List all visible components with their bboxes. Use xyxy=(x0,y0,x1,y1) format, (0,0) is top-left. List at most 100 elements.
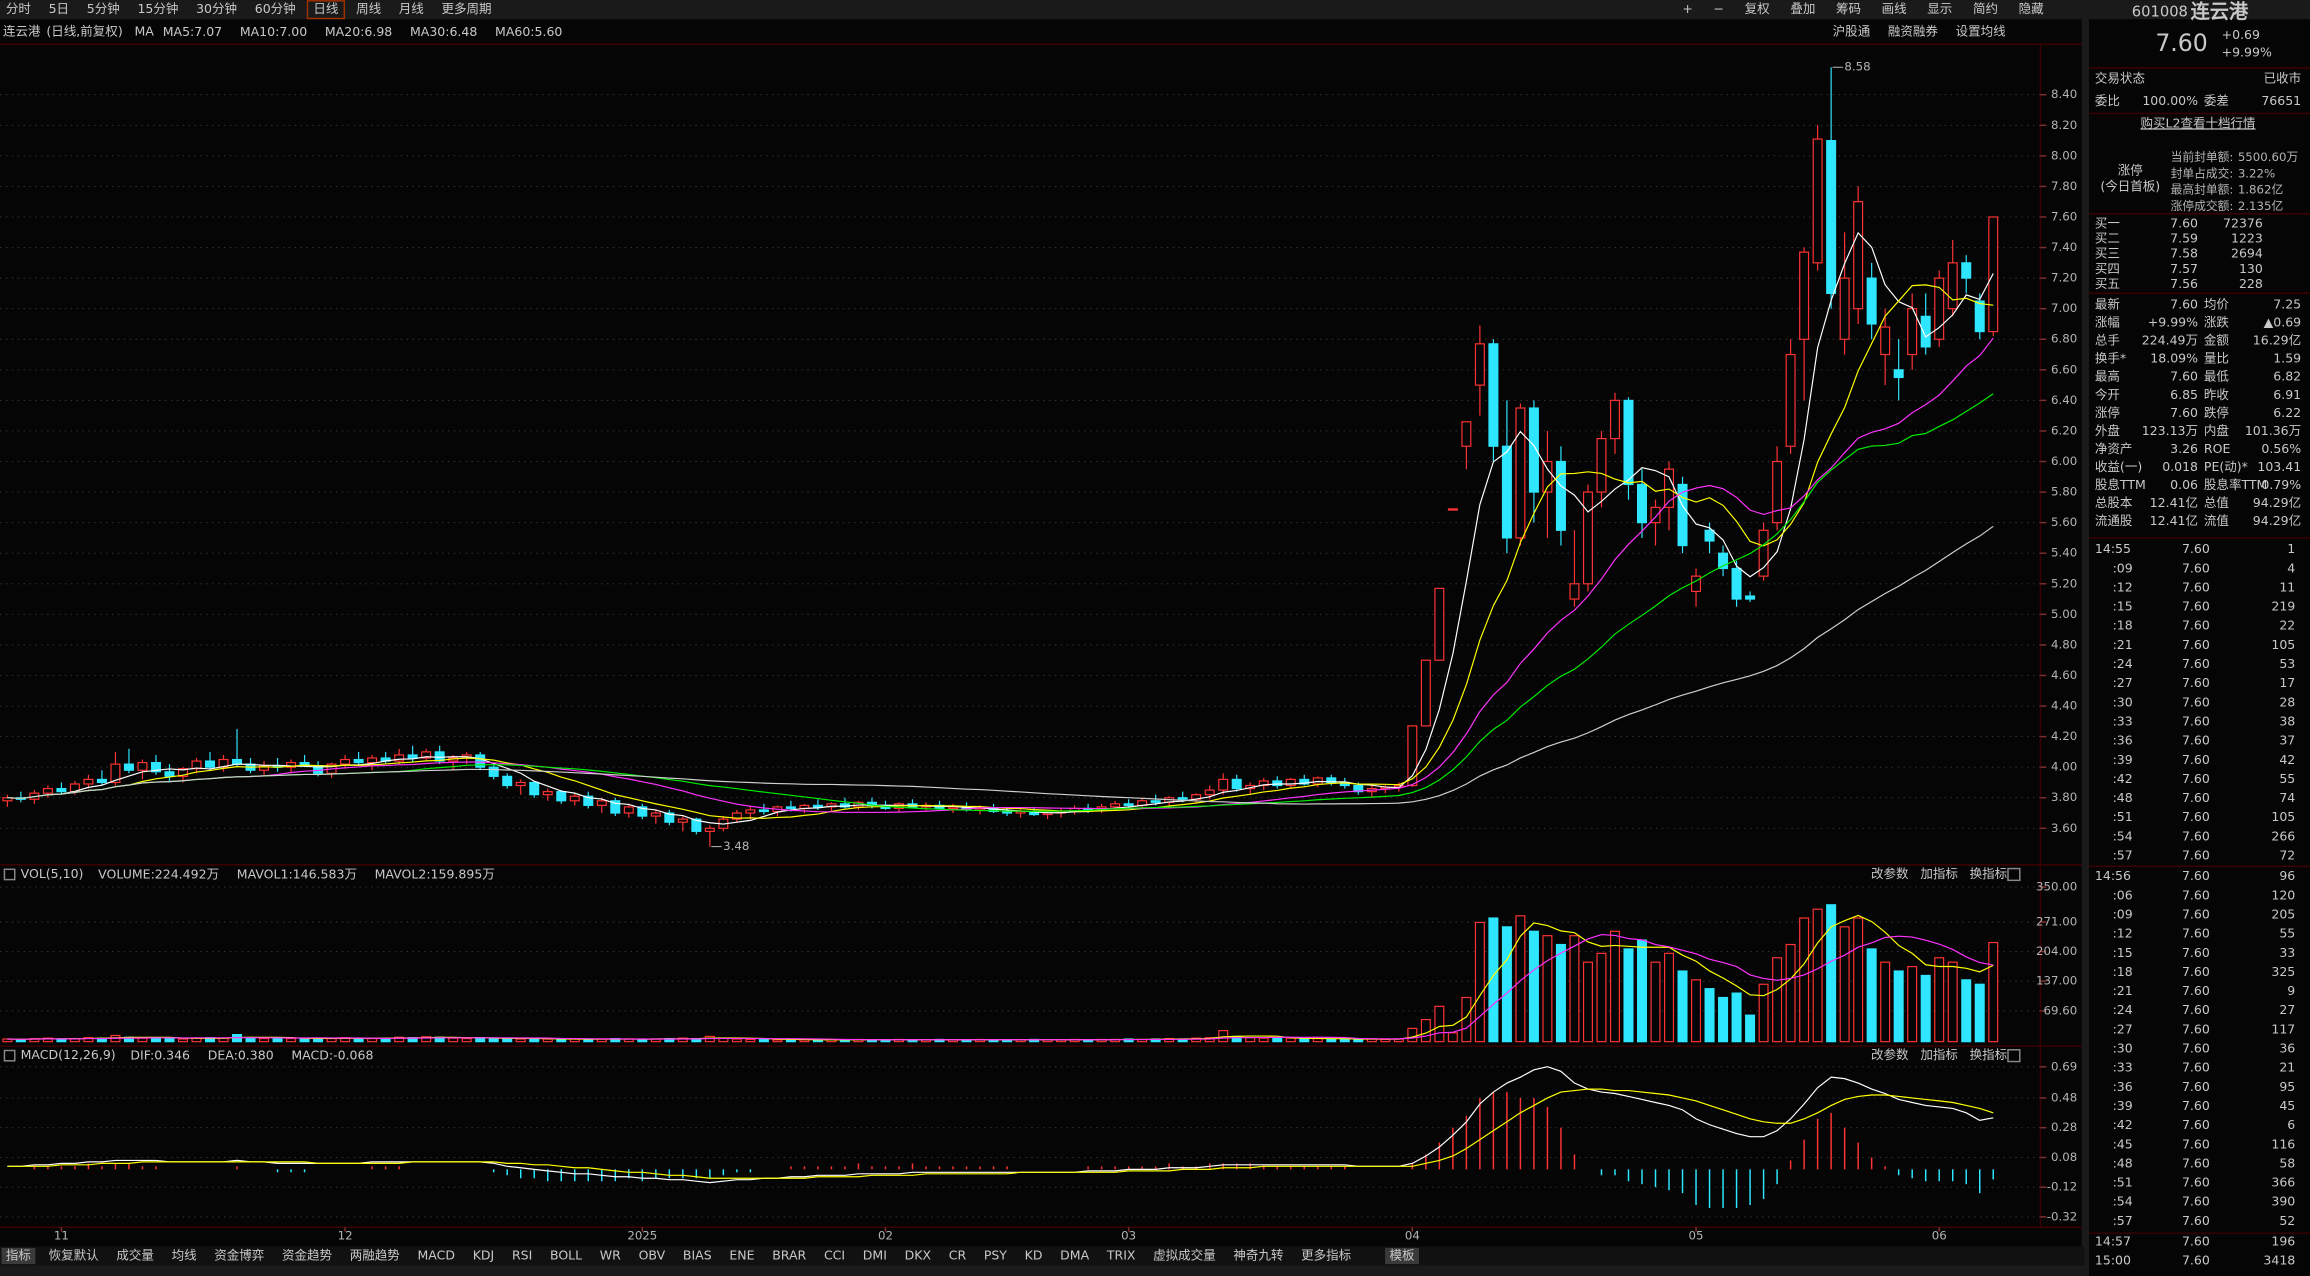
indicator-tab[interactable]: 成交量 xyxy=(116,1248,154,1263)
indicator-tab[interactable]: 恢复默认 xyxy=(49,1248,100,1263)
indicator-tab[interactable]: BRAR xyxy=(772,1248,806,1263)
top-link[interactable]: 融资融券 xyxy=(1888,23,1939,38)
indicator-tab[interactable]: MACD xyxy=(418,1248,456,1263)
y-tick-label: 3.80 xyxy=(2051,790,2077,804)
tool-button[interactable]: 显示 xyxy=(1927,1,1952,16)
candle-body xyxy=(1218,778,1229,791)
indicator-tab[interactable]: 更多指标 xyxy=(1301,1248,1351,1263)
indicator-tab[interactable]: BOLL xyxy=(550,1248,582,1263)
stat-label: 总值 xyxy=(2204,495,2229,510)
candle-body xyxy=(1528,407,1539,493)
trade-price: 7.60 xyxy=(2182,1117,2210,1132)
candle-body xyxy=(1177,797,1188,800)
indicator-tab[interactable]: CR xyxy=(949,1248,967,1263)
period-button[interactable]: 日线 xyxy=(313,1,339,16)
indicator-tab[interactable]: CCI xyxy=(824,1248,845,1263)
trade-price: 7.60 xyxy=(2182,790,2210,805)
indicator-tab[interactable]: DKX xyxy=(905,1248,932,1263)
indicator-tab[interactable]: 神奇九转 xyxy=(1233,1248,1283,1263)
tool-button[interactable]: 叠加 xyxy=(1790,1,1815,16)
indicator-tab[interactable]: WR xyxy=(600,1248,621,1263)
trade-time: :12 xyxy=(2113,926,2133,941)
panel-button[interactable]: 加指标 xyxy=(1920,1047,1958,1062)
indicator-tab[interactable]: TRIX xyxy=(1106,1248,1136,1263)
period-button[interactable]: 15分钟 xyxy=(137,1,178,16)
trade-volume: 325 xyxy=(2271,964,2295,979)
indicator-tab[interactable]: DMA xyxy=(1060,1248,1089,1263)
period-button[interactable]: 分时 xyxy=(6,1,32,16)
trade-price: 7.60 xyxy=(2182,945,2210,960)
trade-time: :18 xyxy=(2113,618,2133,633)
tool-button[interactable]: 隐藏 xyxy=(2019,1,2045,16)
l2-link[interactable]: 购买L2查看十档行情 xyxy=(2141,115,2256,130)
tool-button[interactable]: + xyxy=(1682,1,1693,16)
volume-bar xyxy=(1839,926,1850,1043)
panel-button[interactable]: 换指标 xyxy=(1970,1047,2008,1062)
trade-time: :42 xyxy=(2113,1117,2133,1132)
candle-body xyxy=(83,778,94,785)
indicator-tab[interactable]: KDJ xyxy=(473,1248,495,1263)
stat-value: ▲0.69 xyxy=(2264,315,2302,330)
period-button[interactable]: 月线 xyxy=(399,1,425,16)
period-button[interactable]: 5日 xyxy=(49,1,69,16)
period-button[interactable]: 更多周期 xyxy=(442,1,492,16)
top-link[interactable]: 沪股通 xyxy=(1833,23,1871,38)
indicator-tab[interactable]: ENE xyxy=(729,1248,754,1263)
volume-bar xyxy=(1745,1014,1756,1043)
indicator-tab[interactable]: RSI xyxy=(512,1248,532,1263)
tool-button[interactable]: 筹码 xyxy=(1836,1,1861,16)
indicator-tab[interactable]: PSY xyxy=(984,1248,1007,1263)
tool-button[interactable]: 简约 xyxy=(1973,1,1998,16)
ma-name: MA10: xyxy=(240,23,280,38)
tool-button[interactable]: 画线 xyxy=(1882,1,1908,16)
indicator-tab[interactable]: DMI xyxy=(863,1248,887,1263)
volume-bar xyxy=(1258,1037,1269,1043)
indicator-tab[interactable]: KD xyxy=(1025,1248,1043,1263)
volume-bar xyxy=(677,1037,688,1043)
indicator-tab[interactable]: 资金博弈 xyxy=(214,1248,264,1263)
panel-button[interactable]: 改参数 xyxy=(1871,866,1909,881)
bid-label: 买五 xyxy=(2095,276,2120,291)
period-button[interactable]: 30分钟 xyxy=(196,1,237,16)
dea-line xyxy=(7,1088,1994,1179)
indicator-tab[interactable]: 虚拟成交量 xyxy=(1153,1248,1216,1263)
panel-button[interactable]: 改参数 xyxy=(1871,1047,1909,1062)
trade-price: 7.60 xyxy=(2182,541,2210,556)
volume-bar xyxy=(1596,952,1607,1043)
indicator-tab[interactable]: 资金趋势 xyxy=(282,1248,333,1263)
volume-bar xyxy=(1501,926,1512,1043)
candle-body xyxy=(191,760,202,770)
close-button[interactable] xyxy=(2007,867,2021,882)
legend-entry: VOLUME:224.492万 xyxy=(98,866,219,881)
period-button[interactable]: 5分钟 xyxy=(87,1,120,16)
ma-legend: MA30:6.48 xyxy=(410,23,477,38)
indicator-tab[interactable]: OBV xyxy=(639,1248,666,1263)
indicator-tab[interactable]: 模板 xyxy=(1390,1248,1416,1263)
trade-volume: 45 xyxy=(2279,1098,2295,1113)
panel-button[interactable]: 加指标 xyxy=(1920,866,1958,881)
top-link[interactable]: 设置均线 xyxy=(1956,23,2007,38)
candle-body xyxy=(610,800,621,814)
period-button[interactable]: 周线 xyxy=(356,1,382,16)
stat-label: 涨跌 xyxy=(2204,315,2230,330)
indicator-tab[interactable]: 两融趋势 xyxy=(350,1248,401,1263)
period-button[interactable]: 60分钟 xyxy=(255,1,296,16)
stock-code: 601008 xyxy=(2132,4,2188,21)
x-tick-label: 2025 xyxy=(627,1229,657,1243)
legend-entry: MAVOL1:146.583万 xyxy=(237,866,357,881)
indicator-tab[interactable]: 均线 xyxy=(172,1248,198,1263)
limit-value: 5500.60万 xyxy=(2238,150,2299,164)
tool-button[interactable]: 复权 xyxy=(1745,1,1771,16)
indicator-tab[interactable]: 指标 xyxy=(6,1248,31,1263)
indicator-tab[interactable]: BIAS xyxy=(683,1248,712,1263)
close-button[interactable] xyxy=(2007,1049,2021,1063)
tool-button[interactable]: − xyxy=(1714,1,1725,16)
volume-bar xyxy=(502,1037,513,1043)
panel-button[interactable]: 换指标 xyxy=(1970,866,2008,881)
volume-bar xyxy=(1353,1038,1364,1043)
candle-body xyxy=(1204,789,1215,796)
candle-body xyxy=(1880,326,1891,356)
trade-volume: 3418 xyxy=(2263,1253,2295,1268)
trade-time: :48 xyxy=(2113,790,2133,805)
